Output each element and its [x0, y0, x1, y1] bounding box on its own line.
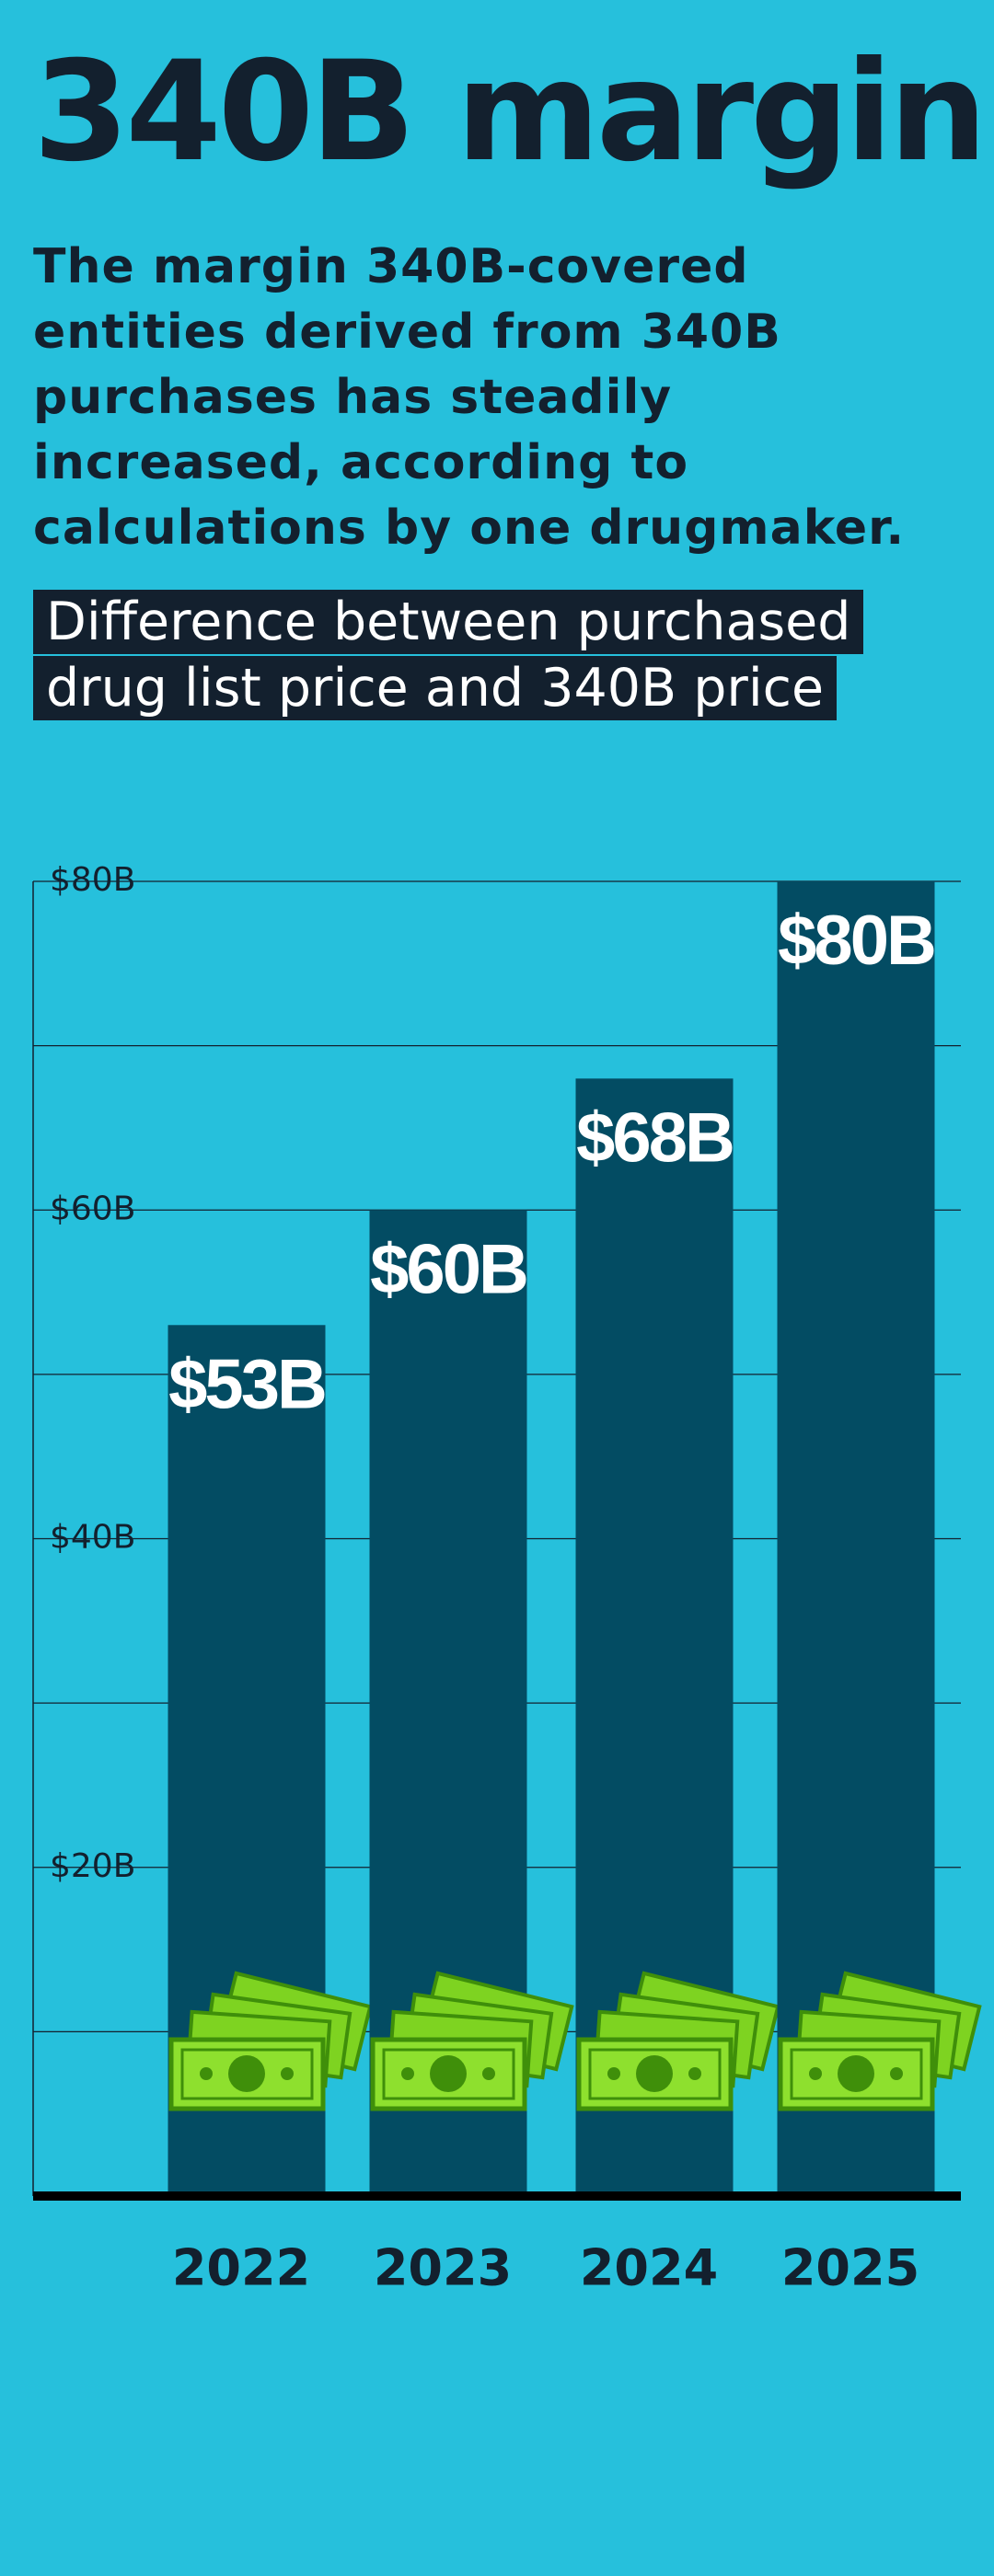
bill-coin	[636, 2055, 673, 2092]
bill-inner	[382, 2048, 515, 2100]
y-tick-label: $60B	[50, 1190, 135, 1227]
x-tick-label: 2022	[172, 2239, 310, 2297]
bill-inner	[790, 2048, 923, 2100]
money-icon	[778, 1971, 982, 2111]
chart-subtitle: The margin 340B-covered entities derived…	[33, 239, 906, 556]
bill-inner	[180, 2048, 314, 2100]
bill-dot	[688, 2067, 701, 2080]
money-icon	[168, 1971, 373, 2111]
bill-dot	[200, 2067, 213, 2080]
money-icon	[576, 1971, 780, 2111]
y-tick-label: $80B	[50, 861, 135, 899]
x-tick-label: 2023	[374, 2239, 512, 2297]
chart-title: 340B margin	[33, 32, 988, 192]
value-label: $60B	[370, 1230, 526, 1308]
bill-coin	[838, 2055, 874, 2092]
bill-coin	[430, 2055, 467, 2092]
bill-dot	[607, 2067, 620, 2080]
bill-dot	[482, 2067, 495, 2080]
value-label: $53B	[168, 1345, 325, 1423]
value-label: $68B	[576, 1098, 733, 1177]
bill-dot	[809, 2067, 822, 2080]
chart-heading: Difference between purchased drug list p…	[33, 589, 963, 721]
y-tick-label: $40B	[50, 1519, 135, 1557]
bill-inner	[588, 2048, 722, 2100]
bill-dot	[281, 2067, 294, 2080]
money-icon	[370, 1971, 574, 2111]
bill-dot	[890, 2067, 903, 2080]
x-tick-label: 2024	[580, 2239, 718, 2297]
chart-heading-text: Difference between purchased drug list p…	[33, 590, 864, 720]
x-tick-label: 2025	[781, 2239, 919, 2297]
value-label: $80B	[778, 902, 934, 980]
bill-coin	[228, 2055, 265, 2092]
y-tick-label: $20B	[50, 1847, 135, 1885]
bill-dot	[401, 2067, 414, 2080]
